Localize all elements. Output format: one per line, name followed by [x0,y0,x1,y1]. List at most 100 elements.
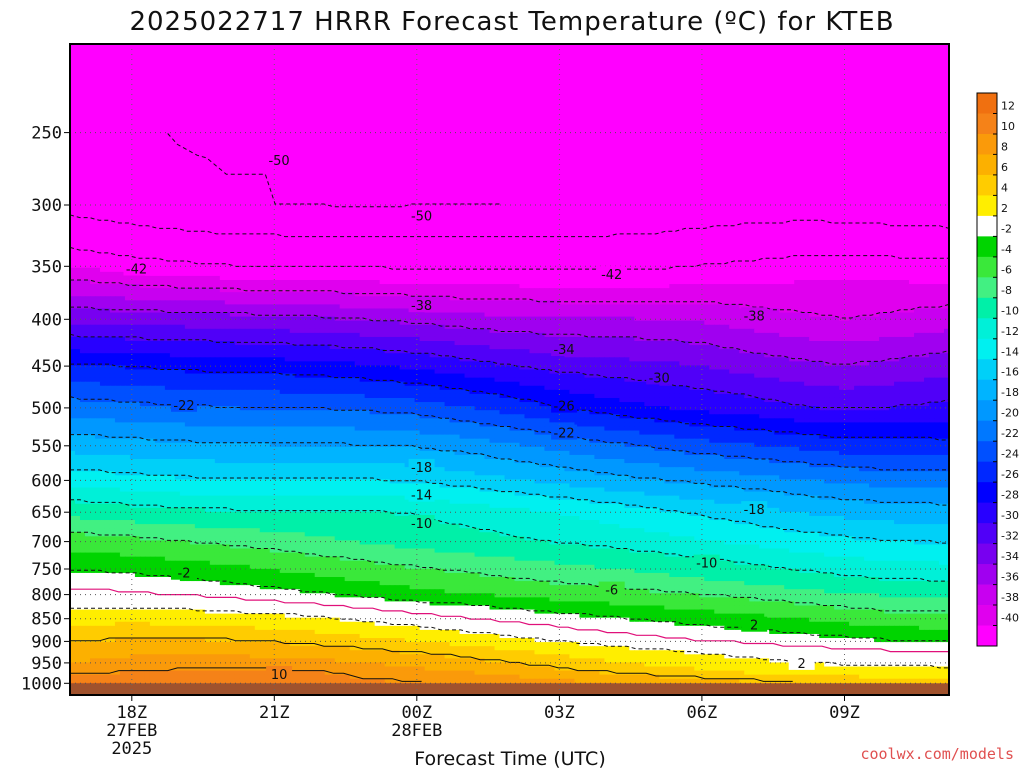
y-tick-label: 250 [31,124,62,144]
chart-title: 2025022717 HRRR Forecast Temperature (ºC… [129,7,894,37]
colorbar-swatch [977,277,997,299]
contour-label-bg [741,501,768,517]
contour-label-bg [598,266,625,282]
contour-label: -22 [553,427,574,442]
colorbar-tick-label: -10 [1001,304,1019,317]
colorbar-swatch [977,625,997,647]
contour-label-bg [171,564,197,580]
colorbar-swatch [977,523,997,544]
colorbar-tick-label: 2 [1001,202,1008,215]
colorbar-tick-label: -8 [1001,284,1012,297]
freezing-line [70,588,949,653]
colorbar-tick-label: -30 [1001,509,1019,522]
colorbar-swatch [977,400,997,422]
contour-label: -50 [268,154,289,169]
y-tick-label: 900 [31,632,62,652]
contour-label-bg [408,297,435,313]
contour-label: -10 [411,517,432,532]
colorbar-tick-label: -36 [1001,571,1019,584]
y-tick-label: 400 [31,310,62,330]
x-tick-label: 2025 [111,739,152,759]
colorbar-swatch [977,297,997,319]
contour-label-bg [598,581,625,597]
colorbar-swatch [977,236,997,258]
colorbar-frame [976,92,998,647]
y-tick-label: 700 [31,533,62,553]
colorbar-swatch [977,461,997,483]
y-tick-label: 1000 [21,674,62,694]
x-tick-label: 21Z [259,703,290,723]
contour-label-bg [741,307,768,323]
isotherm-line [70,607,949,669]
colorbar-tick-label: -6 [1001,263,1012,276]
ground-strip [70,683,949,695]
temperature-field [70,44,949,695]
contour-label-bg [551,397,578,413]
credit-text: coolwx.com/models [860,745,1014,763]
contour-label: -38 [411,299,432,314]
x-tick-label: 09Z [829,703,860,723]
plot-area: -50-50-42 -42-38-38-34-30-26-22-22-18-18-… [69,43,950,696]
y-tick-label: 450 [31,357,62,377]
contour-label: -42 [601,268,622,283]
colorbar-tick-label: 8 [1001,140,1008,153]
colorbar-tick-label: 4 [1001,181,1008,194]
colorbar-swatch [977,174,997,196]
contour-label: -10 [696,557,717,572]
contour-label-bg [408,207,435,223]
y-tick-label: 500 [31,399,62,419]
colorbar-swatch [977,441,997,463]
colorbar-swatch [977,564,997,585]
colorbar-swatch [977,359,997,381]
colorbar-tick-label: -40 [1001,612,1019,625]
contour-label-bg [788,654,815,670]
colorbar-swatch [977,195,997,217]
colorbar-tick-label: -4 [1001,243,1012,256]
contour-label: -42 [126,263,147,278]
colorbar-swatch [977,605,997,626]
y-tick-label: 300 [31,196,62,216]
grid [70,44,949,695]
contour-label-bg [408,515,435,530]
isotherm-line [70,333,949,408]
isotherm-line [70,396,949,471]
colorbar-swatch [977,584,997,606]
colorbar-tick-label: -26 [1001,468,1019,481]
x-tick-label: 03Z [544,703,575,723]
y-tick-label: 350 [31,257,62,277]
colorbar-tick-label: -24 [1001,448,1019,461]
colorbar-swatch [977,93,997,114]
contour-label: -30 [649,371,670,386]
colorbar-tick-label: 12 [1001,100,1015,113]
colorbar-swatch [977,338,997,360]
contour-label: -18 [411,461,432,476]
y-tick-label: 550 [31,437,62,457]
colorbar-tick-label: 6 [1001,161,1008,174]
x-axis-label: Forecast Time (UTC) [414,748,605,768]
colorbar-tick-label: -38 [1001,591,1019,604]
y-tick-label: 950 [31,654,62,674]
contour-label: -22 [173,399,194,414]
y-axis: 2503003504004505005506006507007508008509… [21,124,70,694]
colorbar-tick-label: -22 [1001,427,1019,440]
isotherm-line [70,469,949,544]
contour-label-bg [551,341,578,356]
colorbar-tick-label: -34 [1001,550,1019,563]
colorbar-tick-label: -18 [1001,386,1019,399]
colorbar-tick-label: -28 [1001,489,1019,502]
isotherm-line [70,306,949,365]
colorbar-tick-label: -20 [1001,407,1019,420]
colorbar: 12 10 8 6 4 2 -2 -4 -6 -8 -10 -12 -14 -16 -18 -20 -22 -24… [976,92,1019,647]
x-tick-label: 27FEB [106,721,157,741]
contour-label: -2 [178,567,191,582]
plot-frame [69,43,950,696]
isotherm-line [70,569,949,642]
isotherm-line [70,499,949,582]
colorbar-tick-label: -12 [1001,325,1019,338]
isotherm-line [70,667,422,682]
y-tick-label: 850 [31,610,62,630]
contour-label: -50 [411,210,432,225]
colorbar-swatch [977,420,997,442]
